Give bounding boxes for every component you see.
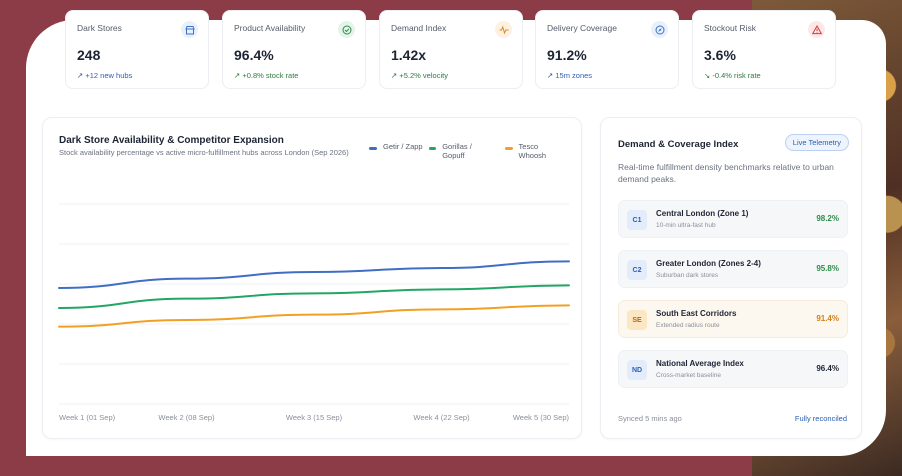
kpi-title: Demand Index <box>391 23 447 33</box>
x-tick-label: Week 3 (15 Sep) <box>286 413 343 422</box>
pulse-icon <box>495 21 512 38</box>
kpi-trend: ↗ +0.8% stock rate <box>234 71 299 80</box>
region-value: 96.4% <box>816 364 839 373</box>
region-value: 98.2% <box>816 214 839 223</box>
card-description: Real-time fulfillment density benchmarks… <box>618 162 834 184</box>
region-row-national-average[interactable]: ND National Average Index Cross-market b… <box>618 350 848 388</box>
kpi-trend: ↗ +12 new hubs <box>77 71 133 80</box>
legend-swatch <box>429 147 437 150</box>
reconciled-link[interactable]: Fully reconciled <box>794 414 847 423</box>
region-name: National Average Index <box>656 359 744 368</box>
trend-up-icon: ↗ <box>234 71 243 80</box>
kpi-title: Product Availability <box>234 23 306 33</box>
live-telemetry-badge[interactable]: Live Telemetry <box>784 134 849 151</box>
kpi-value: 248 <box>77 47 101 63</box>
trend-up-icon: ↗ <box>77 71 86 80</box>
kpi-trend: ↘ -0.4% risk rate <box>704 71 761 80</box>
region-row-greater-london[interactable]: C2 Greater London (Zones 2-4) Suburban d… <box>618 250 848 288</box>
kpi-card-demand-index[interactable]: Demand Index 1.42x ↗ +5.2% velocity <box>379 10 523 89</box>
region-subtitle: Suburban dark stores <box>656 272 719 279</box>
series-line-2[interactable] <box>58 304 570 328</box>
region-value: 91.4% <box>816 314 839 323</box>
series-line-1[interactable] <box>58 284 570 309</box>
chart-title: Dark Store Availability & Competitor Exp… <box>59 135 284 146</box>
region-subtitle: Cross-market baseline <box>656 372 722 379</box>
trend-up-icon: ↗ <box>547 71 556 80</box>
line-chart: Week 1 (01 Sep) Week 2 (08 Sep) Week 3 (15… <box>58 203 570 422</box>
kpi-value: 1.42x <box>391 47 427 63</box>
kpi-title: Delivery Coverage <box>547 23 617 33</box>
kpi-trend: ↗ 15m zones <box>547 71 593 80</box>
kpi-card-product-availability[interactable]: Product Availability 96.4% ↗ +0.8% stock… <box>222 10 366 89</box>
check-circle-icon <box>338 21 355 38</box>
region-name: Greater London (Zones 2-4) <box>656 259 761 268</box>
x-tick-label: Week 4 (22 Sep) <box>413 413 470 422</box>
legend-swatch <box>505 147 513 150</box>
region-name: South East Corridors <box>656 309 737 318</box>
region-code-badge: C2 <box>627 260 647 280</box>
region-row-south-east[interactable]: SE South East Corridors Extended radius … <box>618 300 848 338</box>
trend-up-icon: ↗ <box>391 71 400 80</box>
compass-icon <box>651 21 668 38</box>
series-line-0[interactable] <box>58 260 570 289</box>
region-code-badge: C1 <box>627 210 647 230</box>
trend-down-icon: ↘ <box>704 71 713 80</box>
legend-item-gorillas[interactable]: Gorillas / Gopuff <box>429 142 491 160</box>
legend-label: Gorillas / Gopuff <box>442 142 472 160</box>
region-row-central-london[interactable]: C1 Central London (Zone 1) 10-min ultra-… <box>618 200 848 238</box>
x-tick-label: Week 1 (01 Sep) <box>59 413 116 422</box>
kpi-card-stockout-risk[interactable]: Stockout Risk 3.6% ↘ -0.4% risk rate <box>692 10 836 89</box>
legend-swatch <box>369 147 377 150</box>
region-subtitle: 10-min ultra-fast hub <box>656 222 716 229</box>
warning-icon <box>808 21 825 38</box>
x-tick-label: Week 5 (30 Sep) <box>513 413 570 422</box>
region-code-badge: ND <box>627 360 647 380</box>
region-subtitle: Extended radius route <box>656 322 720 329</box>
region-code-badge: SE <box>627 310 647 330</box>
chart-subtitle: Stock availability percentage vs active … <box>59 148 349 157</box>
kpi-value: 91.2% <box>547 47 587 63</box>
kpi-trend: ↗ +5.2% velocity <box>391 71 448 80</box>
chart-card: Week 1 (01 Sep) Week 2 (08 Sep) Week 3 (15… <box>42 117 582 439</box>
kpi-title: Dark Stores <box>77 23 122 33</box>
card-title: Demand & Coverage Index <box>618 139 739 150</box>
store-icon <box>181 21 198 38</box>
sync-status: Synced 5 mins ago <box>618 414 682 423</box>
region-value: 95.8% <box>816 264 839 273</box>
kpi-title: Stockout Risk <box>704 23 756 33</box>
legend-item-getir[interactable]: Getir / Zapp <box>369 142 429 151</box>
x-tick-label: Week 2 (08 Sep) <box>158 413 215 422</box>
legend-item-tesco[interactable]: Tesco Whoosh <box>505 142 565 160</box>
kpi-card-dark-stores[interactable]: Dark Stores 248 ↗ +12 new hubs <box>65 10 209 89</box>
region-name: Central London (Zone 1) <box>656 209 749 218</box>
legend-label: Getir / Zapp <box>383 142 423 151</box>
kpi-value: 96.4% <box>234 47 274 63</box>
legend-label: Tesco Whoosh <box>518 142 547 160</box>
kpi-value: 3.6% <box>704 47 736 63</box>
kpi-card-delivery-coverage[interactable]: Delivery Coverage 91.2% ↗ 15m zones <box>535 10 679 89</box>
coverage-index-card: Demand & Coverage Index Live Telemetry R… <box>600 117 862 439</box>
